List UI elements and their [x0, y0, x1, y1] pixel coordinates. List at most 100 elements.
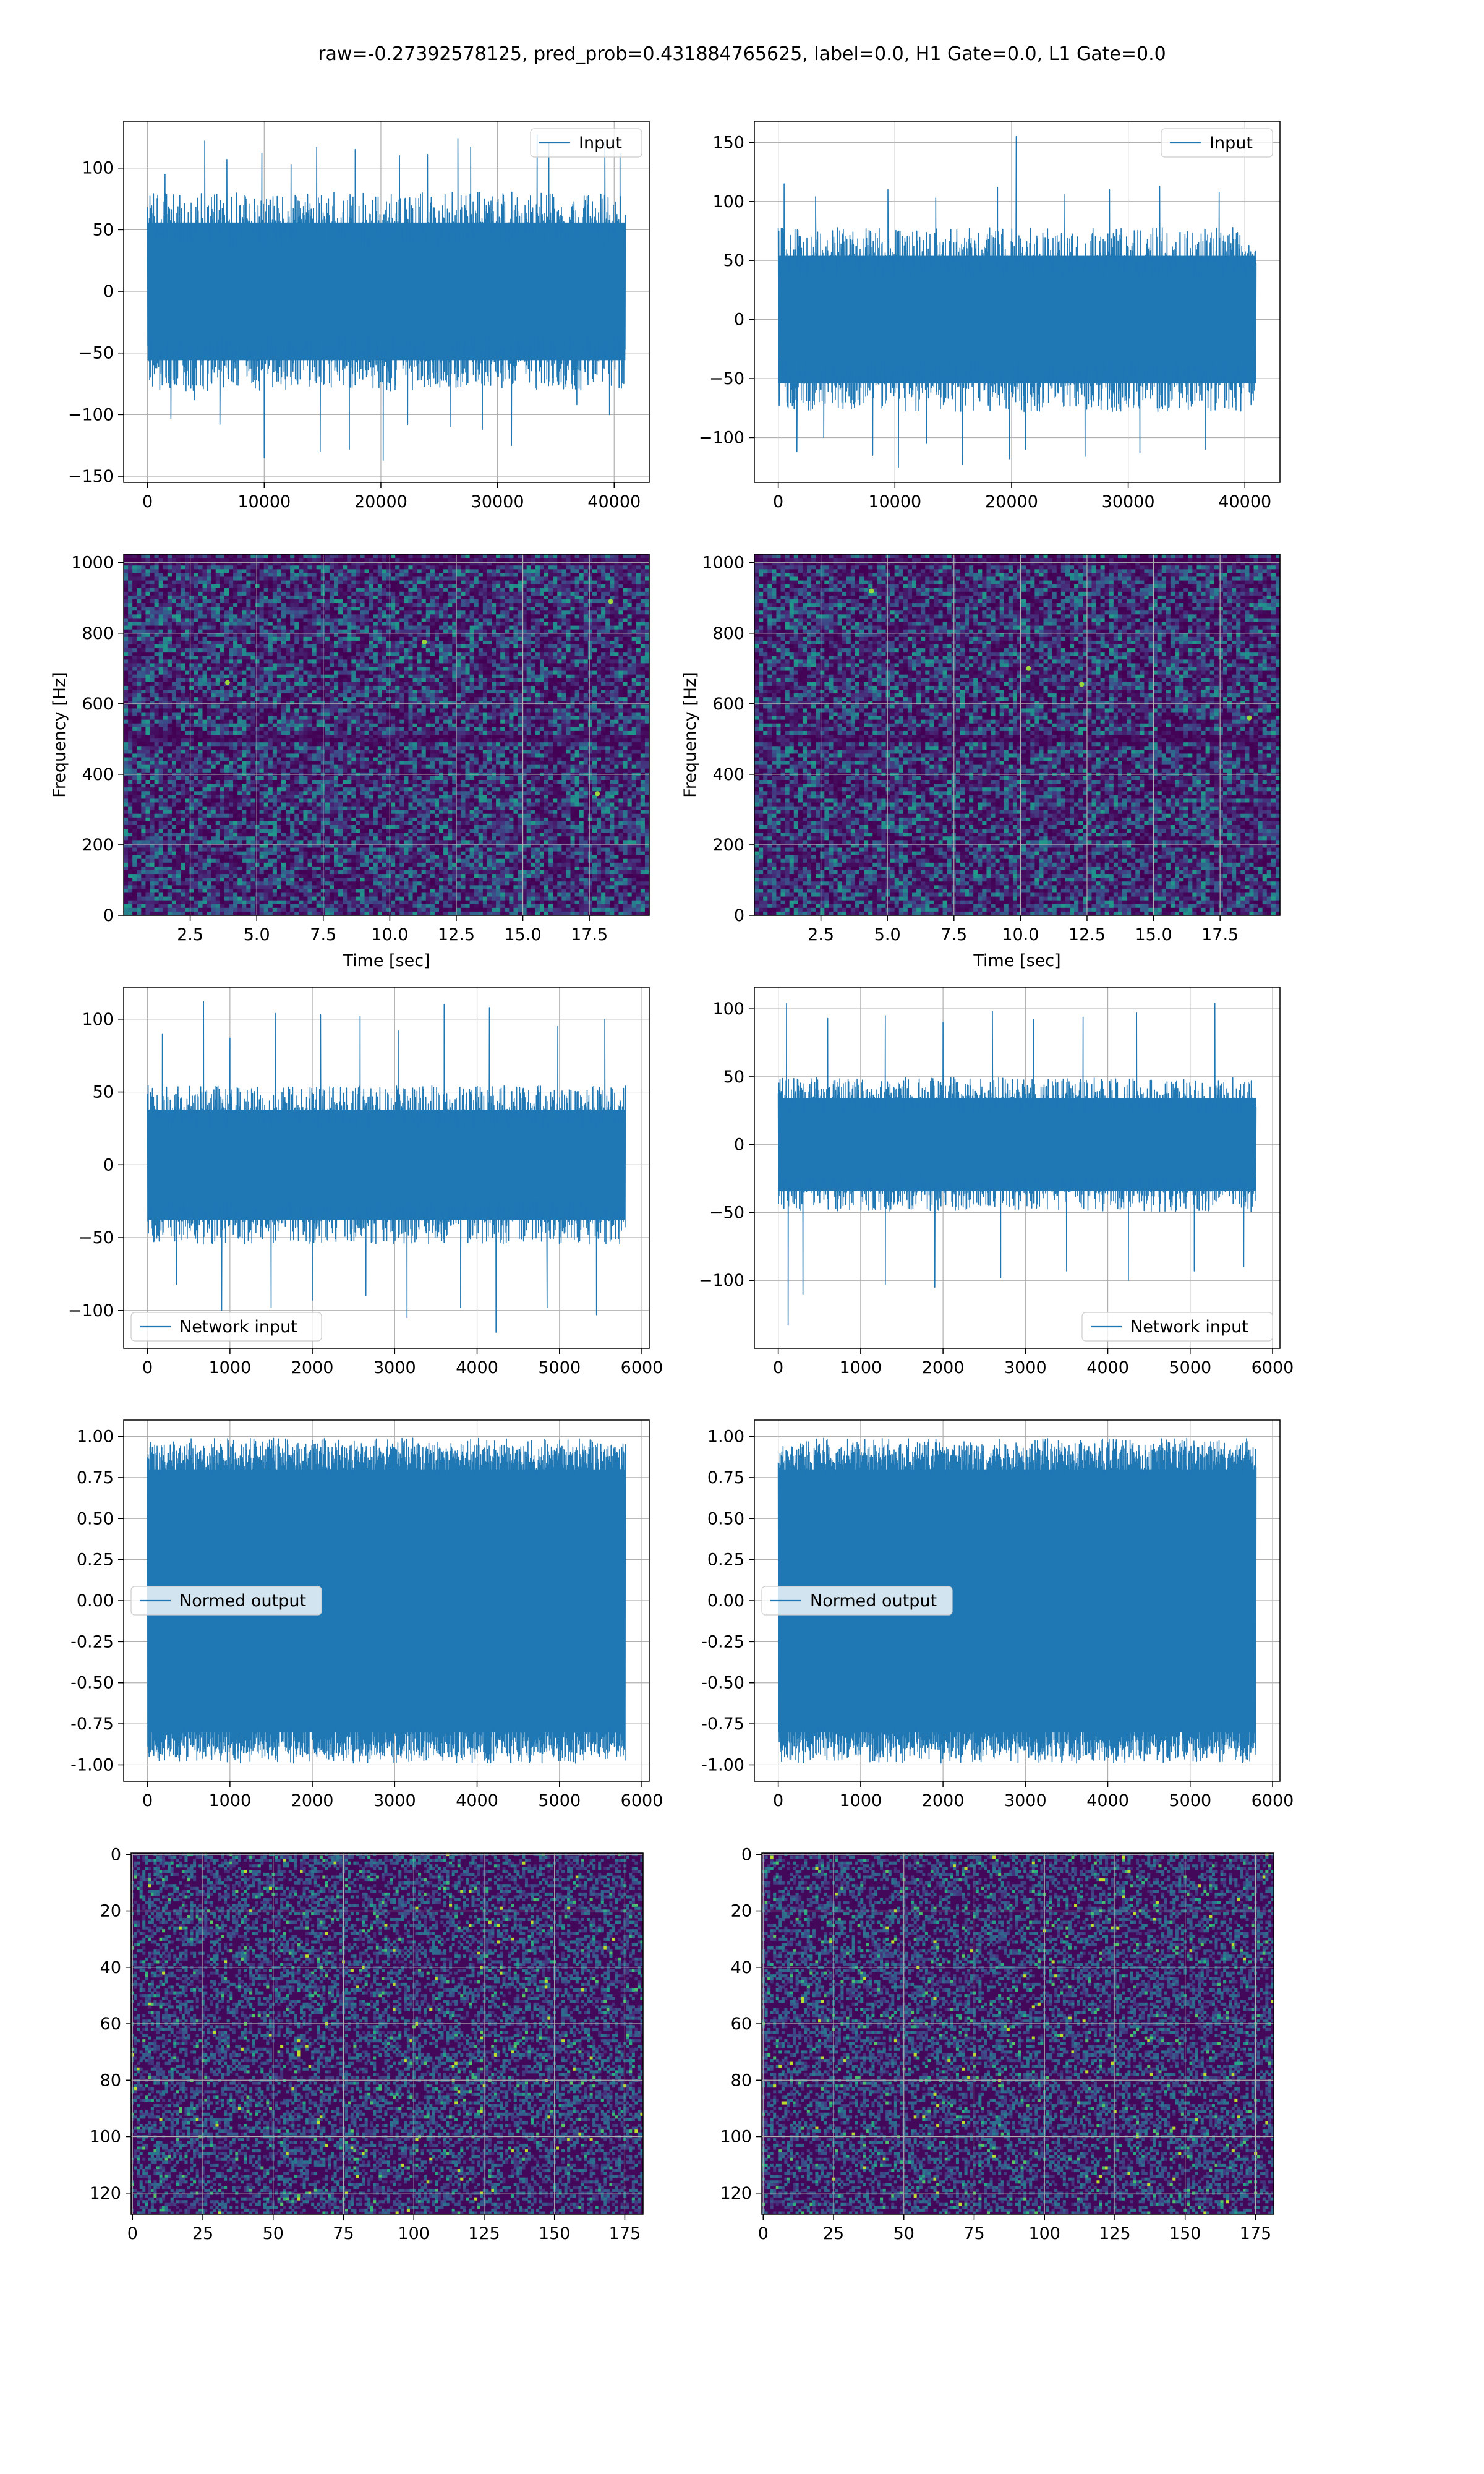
spectrogram-cell [347, 629, 352, 634]
spectrogram-cell [395, 682, 400, 687]
spectrogram-cell [579, 614, 584, 619]
spectrogram-cell [202, 704, 208, 709]
spectrogram-cell [597, 663, 602, 668]
spectrogram-cell [526, 685, 532, 690]
spectrogram-cell [316, 562, 322, 566]
spectrogram-cell [561, 648, 567, 653]
spectrogram-cell [281, 663, 286, 668]
spectrogram-cell [220, 690, 225, 694]
spectrogram-cell [202, 588, 208, 593]
spectrogram-cell [412, 599, 418, 604]
spectrogram-cell [360, 562, 365, 566]
spectrogram-cell [513, 674, 519, 679]
spectrogram-cell [425, 622, 431, 627]
spectrogram-cell [259, 690, 265, 694]
spectrogram-cell [610, 610, 615, 615]
spectrogram-cell [391, 591, 396, 596]
spectrogram-cell [303, 644, 309, 649]
spectrogram-cell [522, 569, 527, 574]
spectrogram-cell [224, 659, 229, 664]
spectrogram-cell [518, 562, 523, 566]
spectrogram-cell [369, 685, 374, 690]
spectrogram-cell [185, 656, 190, 660]
spectrogram-cell [640, 603, 646, 607]
spectrogram-cell [312, 678, 317, 683]
spectrogram-cell [386, 629, 391, 634]
spectrogram-cell [531, 622, 536, 627]
spectrogram-cell [242, 610, 247, 615]
spectrogram-cell [500, 625, 505, 630]
spectrogram-cell [395, 685, 400, 690]
spectrogram-cell [294, 697, 299, 701]
spectrogram-cell [610, 644, 615, 649]
spectrogram-cell [561, 629, 567, 634]
spectrogram-cell [404, 588, 409, 593]
spectrogram-cell [263, 640, 269, 645]
spectrogram-cell [618, 573, 624, 578]
spectrogram-cell [461, 678, 466, 683]
spectrogram-cell [211, 659, 216, 664]
spectrogram-cell [461, 591, 466, 596]
spectrogram-cell [461, 625, 466, 630]
spectrogram-cell [369, 656, 374, 660]
spectrogram-cell [312, 656, 317, 660]
spectrogram-cell [553, 565, 558, 570]
spectrogram-cell [496, 656, 501, 660]
spectrogram-cell [215, 670, 221, 675]
spectrogram-cell [500, 580, 505, 585]
spectrogram-cell [294, 569, 299, 574]
spectrogram-cell [198, 569, 203, 574]
spectrogram-cell [597, 569, 602, 574]
spectrogram-cell [194, 667, 199, 672]
spectrogram-cell [373, 659, 378, 664]
spectrogram-cell [334, 610, 339, 615]
spectrogram-cell [469, 693, 475, 698]
spectrogram-cell [145, 659, 151, 664]
spectrogram-cell [631, 629, 637, 634]
spectrogram-cell [141, 607, 147, 611]
spectrogram-cell [553, 640, 558, 645]
spectrogram-cell [132, 693, 137, 698]
spectrogram-cell [627, 682, 633, 687]
spectrogram-cell [631, 565, 637, 570]
spectrogram-cell [395, 614, 400, 619]
spectrogram-cell [478, 618, 484, 623]
spectrogram-cell [272, 622, 278, 627]
spectrogram-cell [154, 693, 160, 698]
spectrogram-cell [395, 603, 400, 607]
spectrogram-cell [272, 573, 278, 578]
spectrogram-cell [430, 704, 435, 709]
spectrogram-cell [522, 595, 527, 600]
spectrogram-cell [154, 704, 160, 709]
spectrogram-cell [215, 599, 221, 604]
spectrogram-cell [377, 667, 383, 672]
spectrogram-cell [325, 599, 330, 604]
spectrogram-cell [312, 697, 317, 701]
spectrogram-cell [421, 610, 427, 615]
spectrogram-cell [386, 573, 391, 578]
spectrogram-cell [202, 614, 208, 619]
spectrogram-cell [509, 633, 514, 638]
spectrogram-cell [399, 648, 404, 653]
spectrogram-cell [198, 670, 203, 675]
spectrogram-cell [557, 659, 562, 664]
spectrogram-cell [535, 584, 540, 589]
spectrogram-cell [579, 603, 584, 607]
spectrogram-cell [286, 682, 291, 687]
spectrogram-cell [478, 614, 484, 619]
spectrogram-cell [263, 656, 269, 660]
spectrogram-cell [636, 554, 641, 559]
spectrogram-cell [351, 648, 357, 653]
spectrogram-cell [408, 558, 414, 562]
spectrogram-cell [276, 674, 282, 679]
spectrogram-cell [513, 659, 519, 664]
spectrogram-cell [325, 576, 330, 581]
spectrogram-cell [574, 693, 580, 698]
spectrogram-cell [434, 573, 440, 578]
spectrogram-cell [583, 584, 589, 589]
spectrogram-cell [325, 640, 330, 645]
spectrogram-cell [189, 607, 194, 611]
spectrogram-cell [412, 648, 418, 653]
spectrogram-cell [167, 678, 173, 683]
spectrogram-cell [145, 670, 151, 675]
